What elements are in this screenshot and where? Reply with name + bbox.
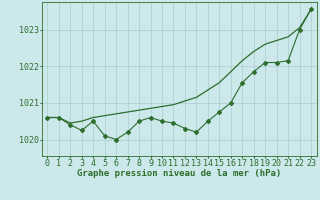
X-axis label: Graphe pression niveau de la mer (hPa): Graphe pression niveau de la mer (hPa) bbox=[77, 169, 281, 178]
